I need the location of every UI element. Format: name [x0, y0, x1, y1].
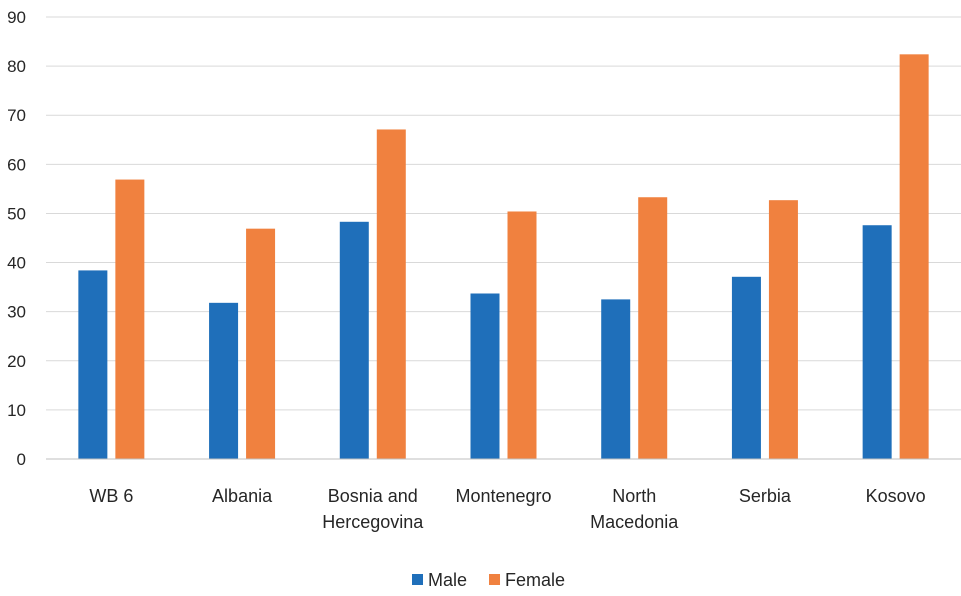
x-category-label: Montenegro: [455, 486, 551, 506]
legend-swatch-female: [489, 574, 501, 585]
legend-label-male: Male: [428, 570, 467, 590]
bar-female: [899, 54, 929, 460]
y-tick-label: 70: [7, 106, 26, 125]
x-category-label: Albania: [212, 486, 273, 506]
y-tick-label: 30: [7, 303, 26, 322]
x-category-label: WB 6: [89, 486, 133, 506]
bar-male: [339, 221, 369, 459]
x-category-label: Bosnia and: [328, 486, 418, 506]
x-axis-category-labels: WB 6 Albania Bosnia and Hercegovina Monteneg…: [89, 486, 925, 532]
legend-label-female: Female: [505, 570, 565, 590]
x-category-label: Macedonia: [590, 512, 679, 532]
bar-male: [209, 302, 239, 459]
bar-male: [862, 225, 892, 459]
y-tick-label: 80: [7, 57, 26, 76]
bar-female: [115, 179, 145, 459]
y-tick-label: 10: [7, 401, 26, 420]
bar-female: [638, 197, 668, 459]
y-tick-label: 90: [7, 8, 26, 27]
legend: Male Female: [412, 570, 565, 590]
gridlines: [46, 16, 961, 411]
x-category-label: Kosovo: [866, 486, 926, 506]
legend-swatch-male: [412, 574, 423, 585]
y-tick-label: 50: [7, 204, 26, 223]
y-tick-label: 40: [7, 254, 26, 273]
y-axis-tick-labels: 0 10 20 30 40 50 60 70 80 90: [7, 8, 26, 469]
bar-female: [507, 211, 537, 459]
bar-male: [601, 299, 631, 459]
bars: [78, 54, 929, 460]
y-tick-label: 60: [7, 155, 26, 174]
bar-male: [731, 276, 761, 459]
x-category-label: North: [612, 486, 656, 506]
y-tick-label: 20: [7, 352, 26, 371]
bar-female: [246, 228, 276, 459]
x-category-label: Hercegovina: [322, 512, 424, 532]
bar-female: [376, 129, 406, 459]
bar-male: [470, 293, 500, 459]
y-tick-label: 0: [17, 450, 26, 469]
bar-female: [768, 200, 798, 459]
bar-male: [78, 270, 108, 459]
x-category-label: Serbia: [739, 486, 792, 506]
